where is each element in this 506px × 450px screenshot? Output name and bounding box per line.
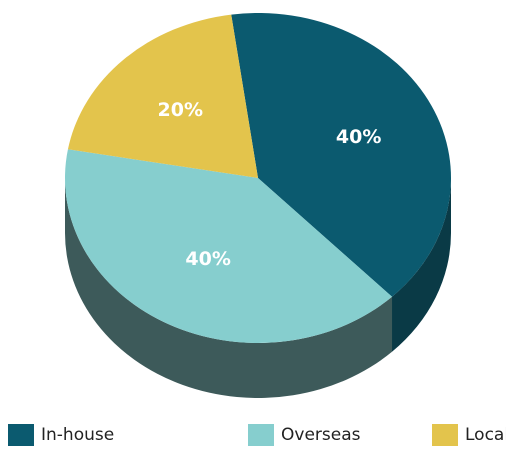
legend-item-in-house: In-house [8, 424, 114, 446]
slice-label-local: 20% [158, 99, 203, 121]
pie-sides [65, 178, 451, 398]
legend-label-overseas: Overseas [281, 425, 361, 445]
legend-item-overseas: Overseas [248, 424, 360, 446]
pie-slices [65, 12, 451, 343]
pie-slice-in-house [231, 12, 451, 297]
pie-chart: 40% 40% 20% [65, 12, 451, 398]
slice-label-in-house: 40% [336, 126, 381, 148]
slice-label-overseas: 40% [185, 248, 230, 270]
legend-label-in-house: In-house [41, 425, 115, 445]
legend-swatch-in-house [8, 424, 34, 446]
pie-side-in-house [392, 178, 451, 352]
pie-slice-local [67, 14, 258, 179]
legend-swatch-local [432, 424, 458, 446]
pie-side-overseas [65, 178, 393, 398]
slice-labels: 40% 40% 20% [158, 99, 382, 270]
legend-label-local: Local [465, 425, 506, 445]
legend-swatch-overseas [248, 424, 274, 446]
legend-item-local: Local [432, 424, 506, 446]
legend: In-house Overseas Local [0, 424, 506, 450]
pie-slice-overseas [65, 149, 393, 343]
